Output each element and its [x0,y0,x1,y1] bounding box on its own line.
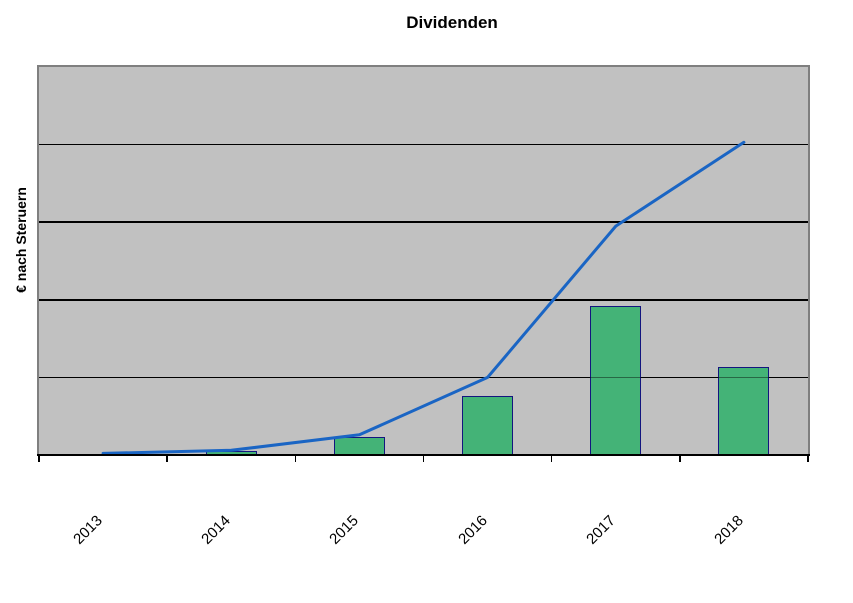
axis-tick [807,455,809,462]
chart-title: Dividenden [406,13,498,32]
axis-tick [38,455,40,462]
x-tick-label-2015: 2015 [326,512,363,548]
line-series [101,140,746,455]
x-tick-label-2014: 2014 [198,512,235,548]
plot-area [37,65,810,455]
gridline-overlay [39,221,808,223]
x-tick-label-2016: 2016 [454,512,491,548]
axis-tick [294,455,297,462]
axis-tick [550,455,553,462]
x-tick-label-2013: 2013 [70,512,106,548]
bar-2018 [718,367,770,455]
y-axis-label: € nach Steruern [13,187,29,293]
x-tick-label-2017: 2017 [582,512,619,548]
axis-tick [166,455,168,462]
dividend-line [101,140,746,455]
gridline [39,376,808,379]
gridline [39,143,808,146]
axis-tick [679,455,681,462]
gridline [39,221,808,223]
bar-2017 [590,306,642,455]
axis-tick [422,455,425,462]
gridline [39,299,808,301]
gridline-overlay [39,376,808,379]
gridline-overlay [39,299,808,301]
gridline-overlay [39,143,808,146]
x-tick-label-2018: 2018 [711,512,747,548]
